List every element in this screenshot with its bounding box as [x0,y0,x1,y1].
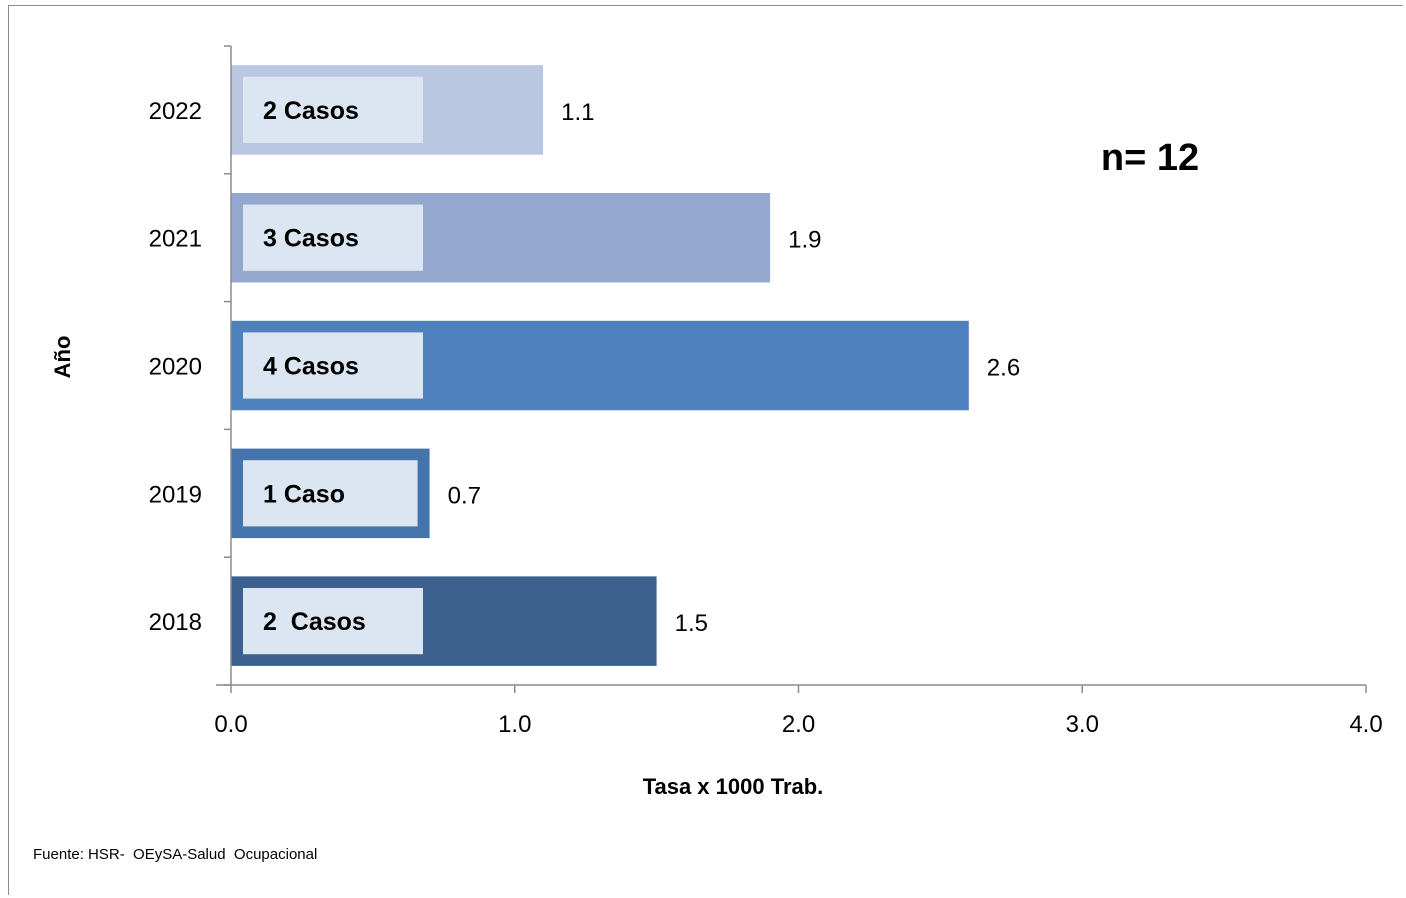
x-tick-label-4.0: 4.0 [1349,711,1382,738]
data-label-2019: 0.7 [448,482,481,509]
y-tick-label-2022: 2022 [149,98,202,125]
x-tick-label-3.0: 3.0 [1066,711,1099,738]
x-axis-title: Tasa x 1000 Trab. [643,774,824,799]
data-label-2022: 1.1 [561,99,594,126]
axes-group [216,45,1367,693]
x-tick-label-1.0: 1.0 [498,711,531,738]
y-tick-label-2019: 2019 [149,481,202,508]
inner-label-box-2020 [243,332,423,399]
inner-label-box-2018 [243,588,423,655]
chart-frame [8,5,1403,895]
inner-label-2022: 2 Casos [263,97,359,125]
inner-label-2021: 3 Casos [263,225,359,253]
labels-group: 2 Casos 1.5 2018 1 Caso 0.7 2019 4 Casos 2.6 202… [149,97,1383,738]
x-tick-label-2.0: 2.0 [782,711,815,738]
inner-label-2019: 1 Caso [263,480,345,508]
bars-group [231,65,969,666]
x-tick-label-0.0: 0.0 [214,711,247,738]
y-axis-title: Año [50,336,75,379]
y-tick-label-2018: 2018 [149,609,202,636]
inner-label-box-2019 [243,460,418,527]
data-label-2020: 2.6 [987,355,1020,382]
sample-size-annotation: n= 12 [1101,137,1199,179]
data-label-2021: 1.9 [788,227,821,254]
y-tick-label-2021: 2021 [149,226,202,253]
data-label-2018: 1.5 [675,610,708,637]
inner-label-2020: 4 Casos [263,353,359,381]
inner-label-box-2021 [243,204,423,271]
inner-label-2018: 2 Casos [263,608,366,636]
source-note: Fuente: HSR- OEySA-Salud Ocupacional [33,846,318,863]
inner-label-box-2022 [243,76,423,143]
y-tick-label-2020: 2020 [149,354,202,381]
